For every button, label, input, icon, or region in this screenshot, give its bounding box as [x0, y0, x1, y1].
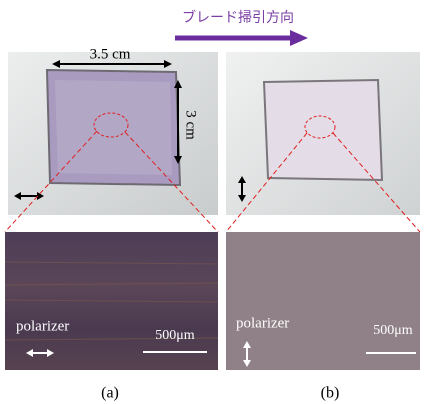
- sample-a-inner: [55, 80, 172, 175]
- scale-label-b: 500μm: [373, 323, 413, 338]
- sweep-direction-title: ブレード掃引方向: [182, 9, 294, 26]
- sample-b: [264, 80, 382, 180]
- width-label: 3.5 cm: [90, 46, 131, 62]
- panel-label-b: (b): [321, 385, 340, 402]
- scale-label-a: 500μm: [155, 328, 195, 343]
- height-label: 3 cm: [183, 110, 199, 140]
- polarizer-label-a: polarizer: [16, 318, 69, 334]
- micrograph-b: [226, 232, 420, 370]
- figure: ブレード掃引方向 3.5 cm 3 cm polarizer 500μm pol…: [0, 0, 426, 404]
- panel-label-a: (a): [101, 385, 119, 402]
- polarizer-label-b: polarizer: [236, 315, 289, 331]
- sweep-arrow-head: [290, 30, 308, 46]
